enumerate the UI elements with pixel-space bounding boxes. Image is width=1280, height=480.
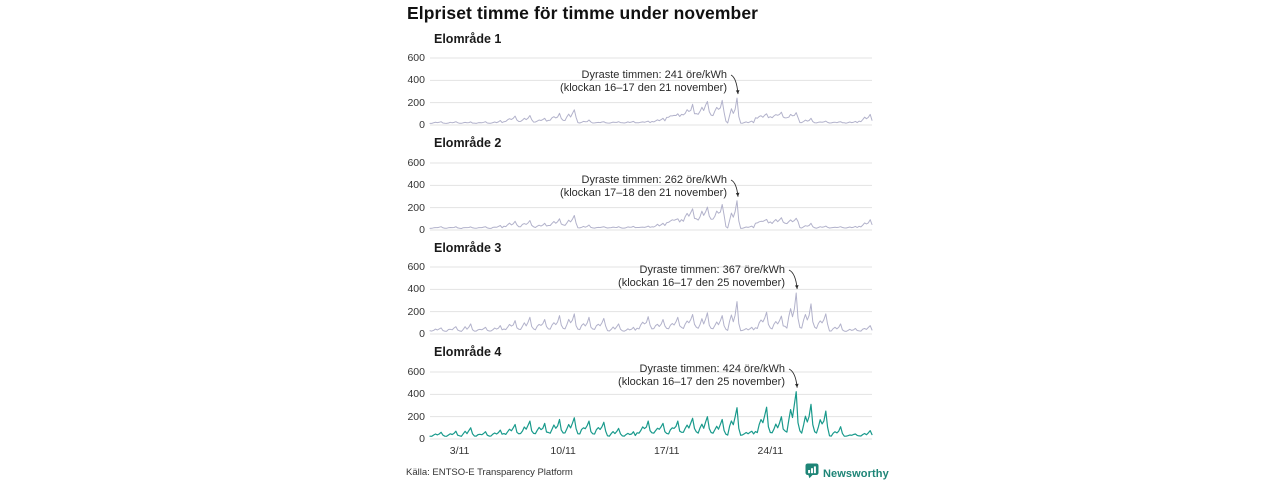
subplot-title-elomrade-4: Elområde 4 bbox=[434, 345, 502, 359]
annotation-line1: Dyraste timmen: 262 öre/kWh bbox=[581, 174, 728, 186]
annotation-arrowhead bbox=[794, 285, 799, 290]
price-line-elområde-1 bbox=[429, 97, 873, 124]
annotation-line1: Dyraste timmen: 424 öre/kWh bbox=[639, 363, 786, 375]
y-tick-label: 400 bbox=[407, 388, 425, 401]
y-tick-label: 600 bbox=[407, 366, 425, 378]
x-tick-label: 10/11 bbox=[550, 445, 576, 457]
x-tick-label: 17/11 bbox=[653, 445, 680, 457]
annotation-elomrade-3: Dyraste timmen: 367 öre/kWh (klockan 16–… bbox=[618, 264, 785, 290]
annotation-elomrade-2: Dyraste timmen: 262 öre/kWh (klockan 17–… bbox=[560, 174, 727, 200]
y-tick-label: 200 bbox=[407, 305, 425, 318]
brand-newsworthy: Newsworthy bbox=[805, 463, 889, 480]
brand-name: Newsworthy bbox=[823, 467, 889, 480]
y-tick-label: 400 bbox=[407, 179, 425, 192]
annotation-elomrade-4: Dyraste timmen: 424 öre/kWh (klockan 16–… bbox=[618, 363, 785, 389]
y-tick-label: 400 bbox=[407, 283, 425, 296]
chart-title: Elpriset timme för timme under november bbox=[407, 3, 759, 23]
annotation-elomrade-1: Dyraste timmen: 241 öre/kWh (klockan 16–… bbox=[560, 69, 727, 95]
y-tick-label: 200 bbox=[407, 96, 425, 109]
annotation-line2: (klockan 16–17 den 25 november) bbox=[618, 277, 785, 289]
price-line-elområde-3 bbox=[429, 292, 873, 332]
annotation-line2: (klockan 17–18 den 21 november) bbox=[560, 187, 727, 199]
y-tick-label: 0 bbox=[419, 328, 425, 340]
subplot-title-elomrade-1: Elområde 1 bbox=[434, 32, 502, 46]
price-line-elområde-4 bbox=[429, 391, 873, 437]
annotation-line1: Dyraste timmen: 367 öre/kWh bbox=[639, 264, 786, 276]
y-tick-label: 200 bbox=[407, 201, 425, 214]
annotation-arrowhead bbox=[735, 90, 740, 95]
annotation-arrowhead bbox=[794, 383, 799, 388]
y-tick-label: 600 bbox=[407, 261, 425, 273]
newsworthy-logo-icon bbox=[805, 463, 819, 480]
y-tick-label: 0 bbox=[419, 224, 425, 236]
annotation-line2: (klockan 16–17 den 25 november) bbox=[618, 376, 785, 388]
annotation-arrowhead bbox=[735, 192, 740, 197]
y-tick-label: 600 bbox=[407, 52, 425, 64]
source-attribution: Källa: ENTSO-E Transparency Platform bbox=[406, 467, 573, 478]
y-tick-label: 400 bbox=[407, 74, 425, 87]
x-tick-label: 24/11 bbox=[757, 445, 784, 457]
x-tick-label: 3/11 bbox=[449, 445, 470, 457]
y-tick-label: 0 bbox=[419, 433, 425, 445]
price-line-elområde-2 bbox=[429, 200, 873, 229]
y-tick-label: 0 bbox=[419, 119, 425, 131]
subplot-title-elomrade-2: Elområde 2 bbox=[434, 136, 502, 150]
y-tick-label: 600 bbox=[407, 157, 425, 169]
annotation-line1: Dyraste timmen: 241 öre/kWh bbox=[581, 69, 728, 81]
annotation-line2: (klockan 16–17 den 21 november) bbox=[560, 82, 727, 94]
subplot-title-elomrade-3: Elområde 3 bbox=[434, 241, 502, 255]
y-tick-label: 200 bbox=[407, 410, 425, 423]
